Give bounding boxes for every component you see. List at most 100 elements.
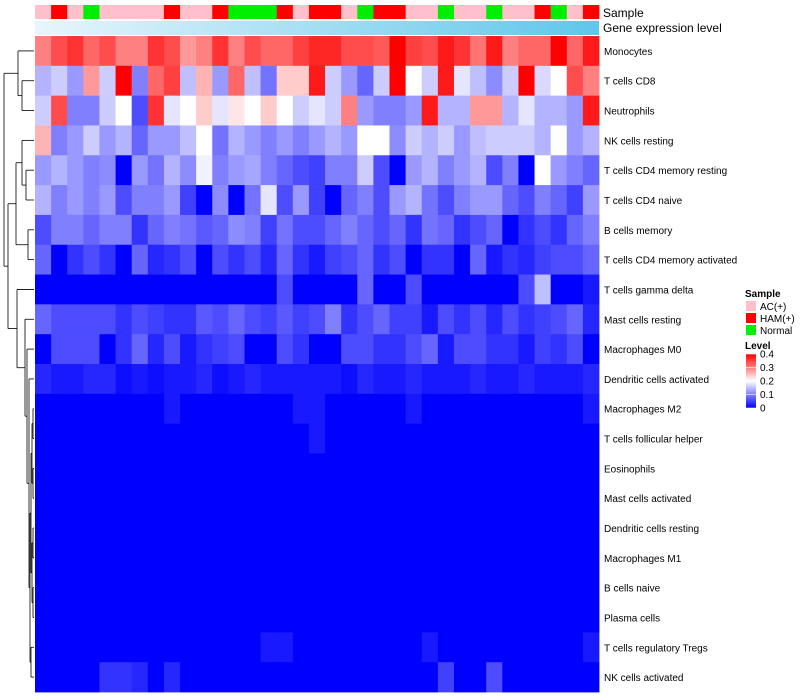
heatmap-cell [502,214,519,246]
heatmap-cell [276,185,294,216]
heatmap-cell [292,602,310,633]
heatmap-cell [470,423,487,454]
heatmap-cell [212,542,229,574]
heatmap-cell [437,125,455,156]
heatmap-cell [405,125,423,156]
heatmap-cell [534,185,552,216]
heatmap-cell [67,155,84,186]
heatmap-cell [196,393,213,425]
heatmap-cell [357,274,374,305]
heatmap-cell [83,602,100,633]
heatmap-cell [51,453,68,484]
heatmap-cell [453,453,471,484]
heatmap-cell [453,125,471,156]
heatmap-cell [276,453,294,484]
heatmap-cell [308,334,326,365]
heatmap-cell [115,65,133,97]
heatmap-cell [325,364,342,395]
heatmap-cell [212,125,229,156]
heatmap-cell [196,274,213,305]
heatmap-cell [51,662,68,693]
row-label: B cells naive [604,584,661,595]
sample-cell [260,5,278,19]
heatmap-cell [244,483,261,514]
heatmap-cell [502,542,519,574]
heatmap-cell [115,214,133,246]
heatmap-cell [163,155,181,186]
heatmap-cell [308,274,326,305]
heatmap-cell [228,155,245,186]
heatmap-cell [51,304,68,335]
heatmap-cell [373,125,390,156]
heatmap-cell [212,513,229,544]
heatmap-cell [196,602,213,633]
heatmap-cell [357,393,374,425]
heatmap-cell [518,632,535,663]
heatmap-cell [421,274,439,305]
legend-level-tick-label: 0.3 [760,363,774,374]
heatmap-cell [486,274,503,305]
heatmap-cell [131,274,149,305]
heatmap-cell [421,36,439,67]
sample-cell [550,5,568,19]
heatmap-cell [196,244,213,275]
heatmap-cell [389,453,407,484]
heatmap-cell [196,95,213,126]
heatmap-cell [51,364,68,395]
heatmap-cell [67,36,84,67]
heatmap-cell [67,334,84,365]
heatmap-cell [99,632,116,663]
heatmap-cell [51,65,68,97]
heatmap-cell [357,513,374,544]
heatmap-cell [373,602,390,633]
heatmap-cell [341,662,358,693]
heatmap-cell [51,393,68,425]
heatmap-cell [180,453,197,484]
heatmap-cell [518,185,535,216]
heatmap-cell [212,483,229,514]
heatmap-cell [276,65,294,97]
heatmap-cell [341,572,358,603]
heatmap-cell [518,393,535,425]
heatmap-cell [325,334,342,365]
heatmap-cell [566,36,584,67]
heatmap-cell [115,36,133,67]
heatmap-cell [566,364,584,395]
heatmap-cell [518,274,535,305]
legend-swatch-ac [746,301,756,311]
heatmap-cell [486,185,503,216]
heatmap-cell [389,274,407,305]
heatmap-cell [163,662,181,693]
heatmap-cell [115,155,133,186]
heatmap-cell [357,453,374,484]
heatmap-cell [534,304,552,335]
heatmap-cell [357,572,374,603]
heatmap-cell [405,214,423,246]
sample-cell [582,5,600,19]
heatmap-cell [502,155,519,186]
row-label: T cells CD8 [604,77,656,88]
heatmap-cell [582,155,600,186]
heatmap-cell [99,155,116,186]
heatmap-cell [437,513,455,544]
heatmap-cell [518,244,535,275]
sample-cell [486,5,503,19]
heatmap-cell [341,364,358,395]
heatmap-cell [341,393,358,425]
heatmap-cell [325,155,342,186]
heatmap-cell [421,155,439,186]
heatmap-cell [228,453,245,484]
heatmap-cell [276,214,294,246]
heatmap-cell [147,572,165,603]
heatmap-cell [405,602,423,633]
heatmap-cell [244,244,261,275]
heatmap-cell [437,453,455,484]
heatmap-cell [470,214,487,246]
sample-cell [180,5,197,19]
heatmap-cell [180,662,197,693]
sample-cell [115,5,133,19]
heatmap-cell [67,602,84,633]
heatmap-cell [550,334,568,365]
heatmap-cell [534,572,552,603]
heatmap-cell [276,393,294,425]
